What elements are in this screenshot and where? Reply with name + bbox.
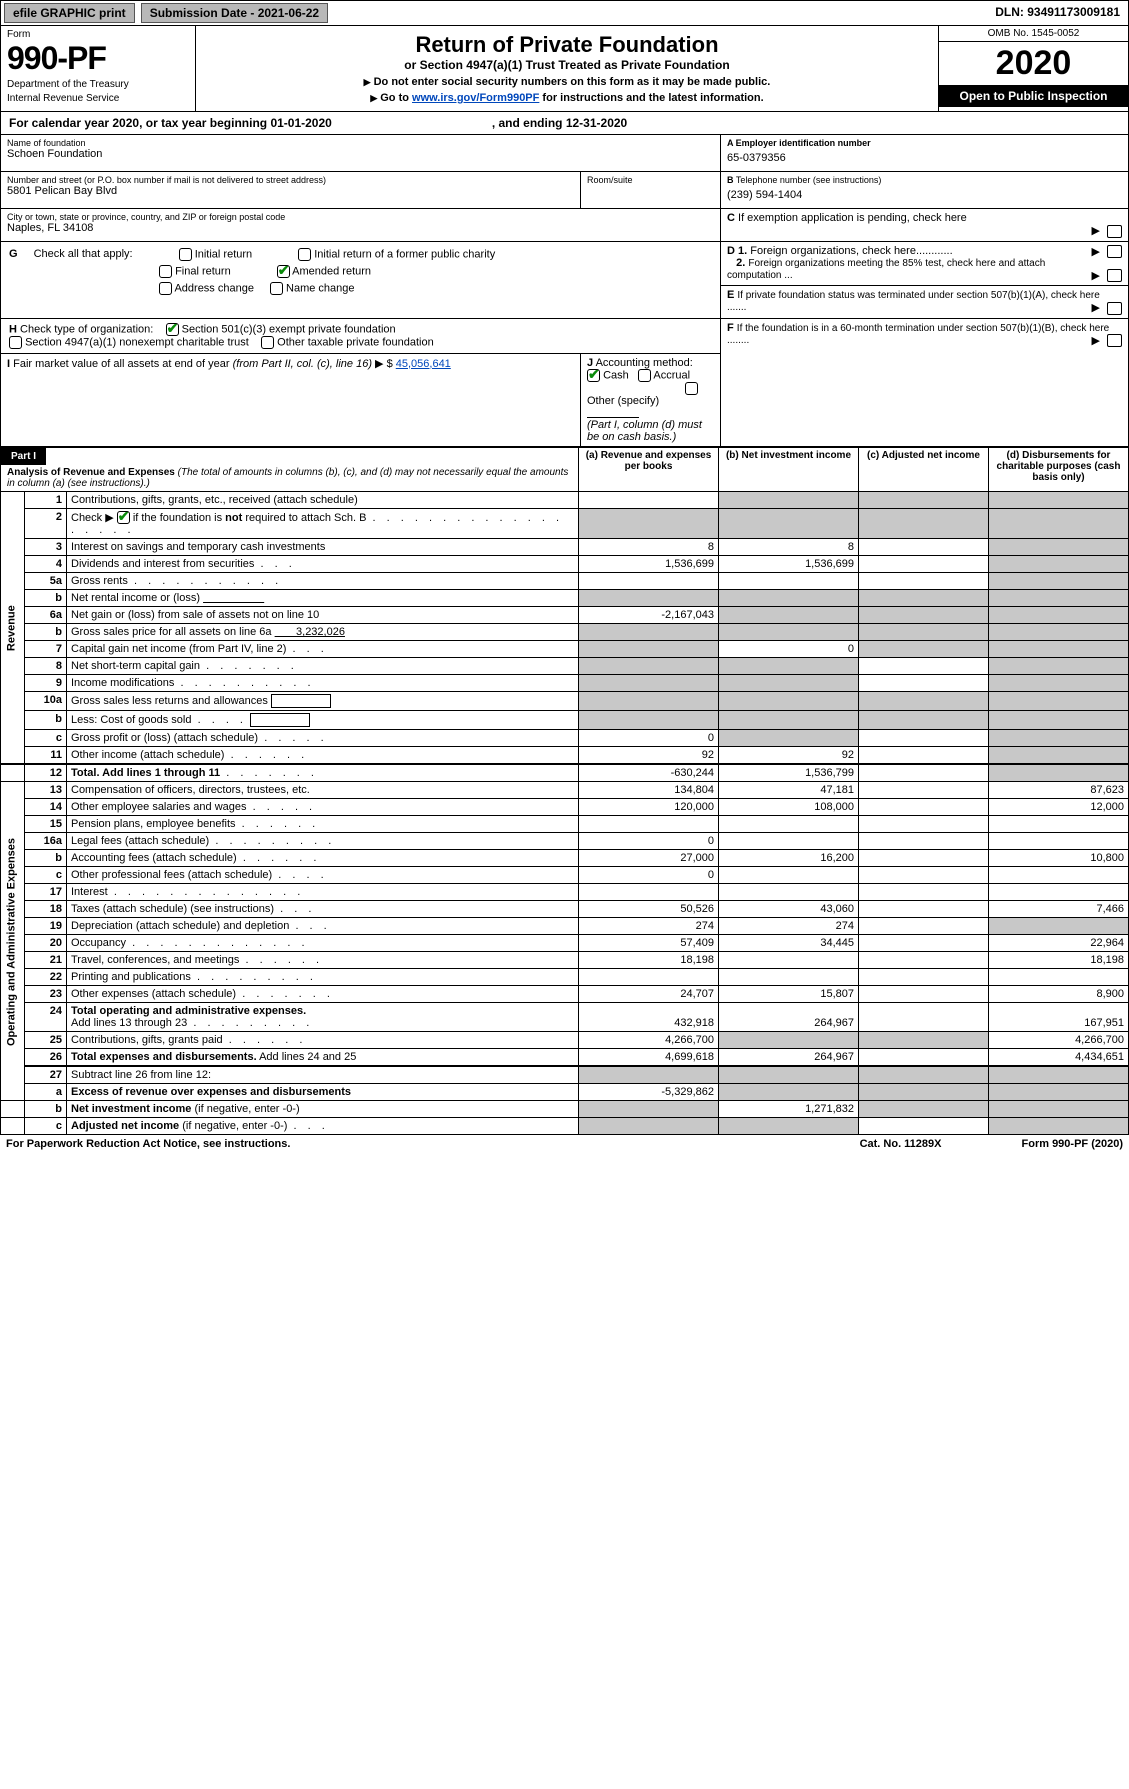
- irs-link[interactable]: www.irs.gov/Form990PF: [412, 92, 539, 104]
- g-initial-return[interactable]: [179, 248, 192, 261]
- form-subtitle: or Section 4947(a)(1) Trust Treated as P…: [206, 58, 928, 72]
- expenses-side-label: Operating and Administrative Expenses: [1, 782, 25, 1101]
- g-initial-former[interactable]: [298, 248, 311, 261]
- foundation-name: Schoen Foundation: [7, 148, 714, 160]
- form-number: 990-PF: [7, 40, 189, 77]
- part1-table: Part I Analysis of Revenue and Expenses …: [0, 447, 1129, 1136]
- addr-label: Number and street (or P.O. box number if…: [7, 175, 574, 185]
- efile-button[interactable]: efile GRAPHIC print: [4, 3, 135, 23]
- h-other-taxable[interactable]: [261, 336, 274, 349]
- name-label: Name of foundation: [7, 138, 714, 148]
- omb-number: OMB No. 1545-0052: [939, 26, 1128, 42]
- calendar-row: For calendar year 2020, or tax year begi…: [0, 112, 1129, 135]
- col-b-header: (b) Net investment income: [719, 447, 859, 491]
- room-label: Room/suite: [587, 175, 714, 185]
- j-accrual[interactable]: [638, 369, 651, 382]
- city-label: City or town, state or province, country…: [7, 212, 714, 222]
- d2-checkbox[interactable]: [1107, 269, 1122, 282]
- submission-button[interactable]: Submission Date - 2021-06-22: [141, 3, 328, 23]
- header-left: Form 990-PF Department of the Treasury I…: [1, 26, 196, 111]
- public-inspection: Open to Public Inspection: [939, 85, 1128, 107]
- col-d-header: (d) Disbursements for charitable purpose…: [989, 447, 1129, 491]
- footer-left: For Paperwork Reduction Act Notice, see …: [6, 1138, 290, 1150]
- footer: For Paperwork Reduction Act Notice, see …: [0, 1135, 1129, 1153]
- g-final-return[interactable]: [159, 265, 172, 278]
- note-ssn: Do not enter social security numbers on …: [206, 76, 928, 88]
- e-text: If private foundation status was termina…: [727, 290, 1100, 313]
- form-label: Form: [7, 29, 189, 40]
- header-center: Return of Private Foundation or Section …: [196, 26, 938, 111]
- note-link: Go to www.irs.gov/Form990PF for instruct…: [206, 92, 928, 104]
- form-header: Form 990-PF Department of the Treasury I…: [0, 26, 1129, 112]
- f-text: If the foundation is in a 60-month termi…: [727, 323, 1109, 346]
- part1-label: Part I: [1, 448, 46, 465]
- ein-label: A Employer identification number: [727, 138, 871, 148]
- dept-treasury: Department of the Treasury: [7, 79, 189, 91]
- j-cash[interactable]: [587, 369, 600, 382]
- col-c-header: (c) Adjusted net income: [859, 447, 989, 491]
- j-other[interactable]: [685, 382, 698, 395]
- d1-text: Foreign organizations, check here.......…: [750, 245, 952, 257]
- address: 5801 Pelican Bay Blvd: [7, 185, 574, 197]
- e-checkbox[interactable]: [1107, 302, 1122, 315]
- fmv-link[interactable]: 45,056,641: [396, 358, 451, 370]
- dln-text: DLN: 93491173009181: [987, 1, 1128, 25]
- c-text: If exemption application is pending, che…: [738, 212, 967, 224]
- top-bar: efile GRAPHIC print Submission Date - 20…: [0, 0, 1129, 26]
- dept-irs: Internal Revenue Service: [7, 93, 189, 105]
- tax-year: 2020: [939, 42, 1128, 85]
- revenue-side-label: Revenue: [1, 491, 25, 764]
- r2-checkbox[interactable]: [117, 511, 130, 524]
- header-right: OMB No. 1545-0052 2020 Open to Public In…: [938, 26, 1128, 111]
- phone-label: Telephone number (see instructions): [736, 175, 882, 185]
- d2-text: Foreign organizations meeting the 85% te…: [727, 258, 1045, 281]
- footer-form: Form 990-PF (2020): [1022, 1138, 1124, 1150]
- section-g: G Check all that apply: Initial return I…: [9, 248, 712, 295]
- g-amended-return[interactable]: [277, 265, 290, 278]
- entity-block: Name of foundation Schoen Foundation A E…: [0, 135, 1129, 447]
- c-checkbox[interactable]: [1107, 225, 1122, 238]
- form-title: Return of Private Foundation: [206, 32, 928, 58]
- j-note: (Part I, column (d) must be on cash basi…: [587, 419, 702, 443]
- col-a-header: (a) Revenue and expenses per books: [579, 447, 719, 491]
- footer-catno: Cat. No. 11289X: [860, 1138, 942, 1150]
- g-name-change[interactable]: [270, 282, 283, 295]
- g-address-change[interactable]: [159, 282, 172, 295]
- f-checkbox[interactable]: [1107, 334, 1122, 347]
- ein-value: 65-0379356: [727, 148, 1122, 168]
- h-4947[interactable]: [9, 336, 22, 349]
- city-value: Naples, FL 34108: [7, 222, 714, 234]
- d1-checkbox[interactable]: [1107, 245, 1122, 258]
- phone-value: (239) 594-1404: [727, 185, 1122, 205]
- h-501c3[interactable]: [166, 323, 179, 336]
- part1-title: Analysis of Revenue and Expenses: [7, 467, 175, 478]
